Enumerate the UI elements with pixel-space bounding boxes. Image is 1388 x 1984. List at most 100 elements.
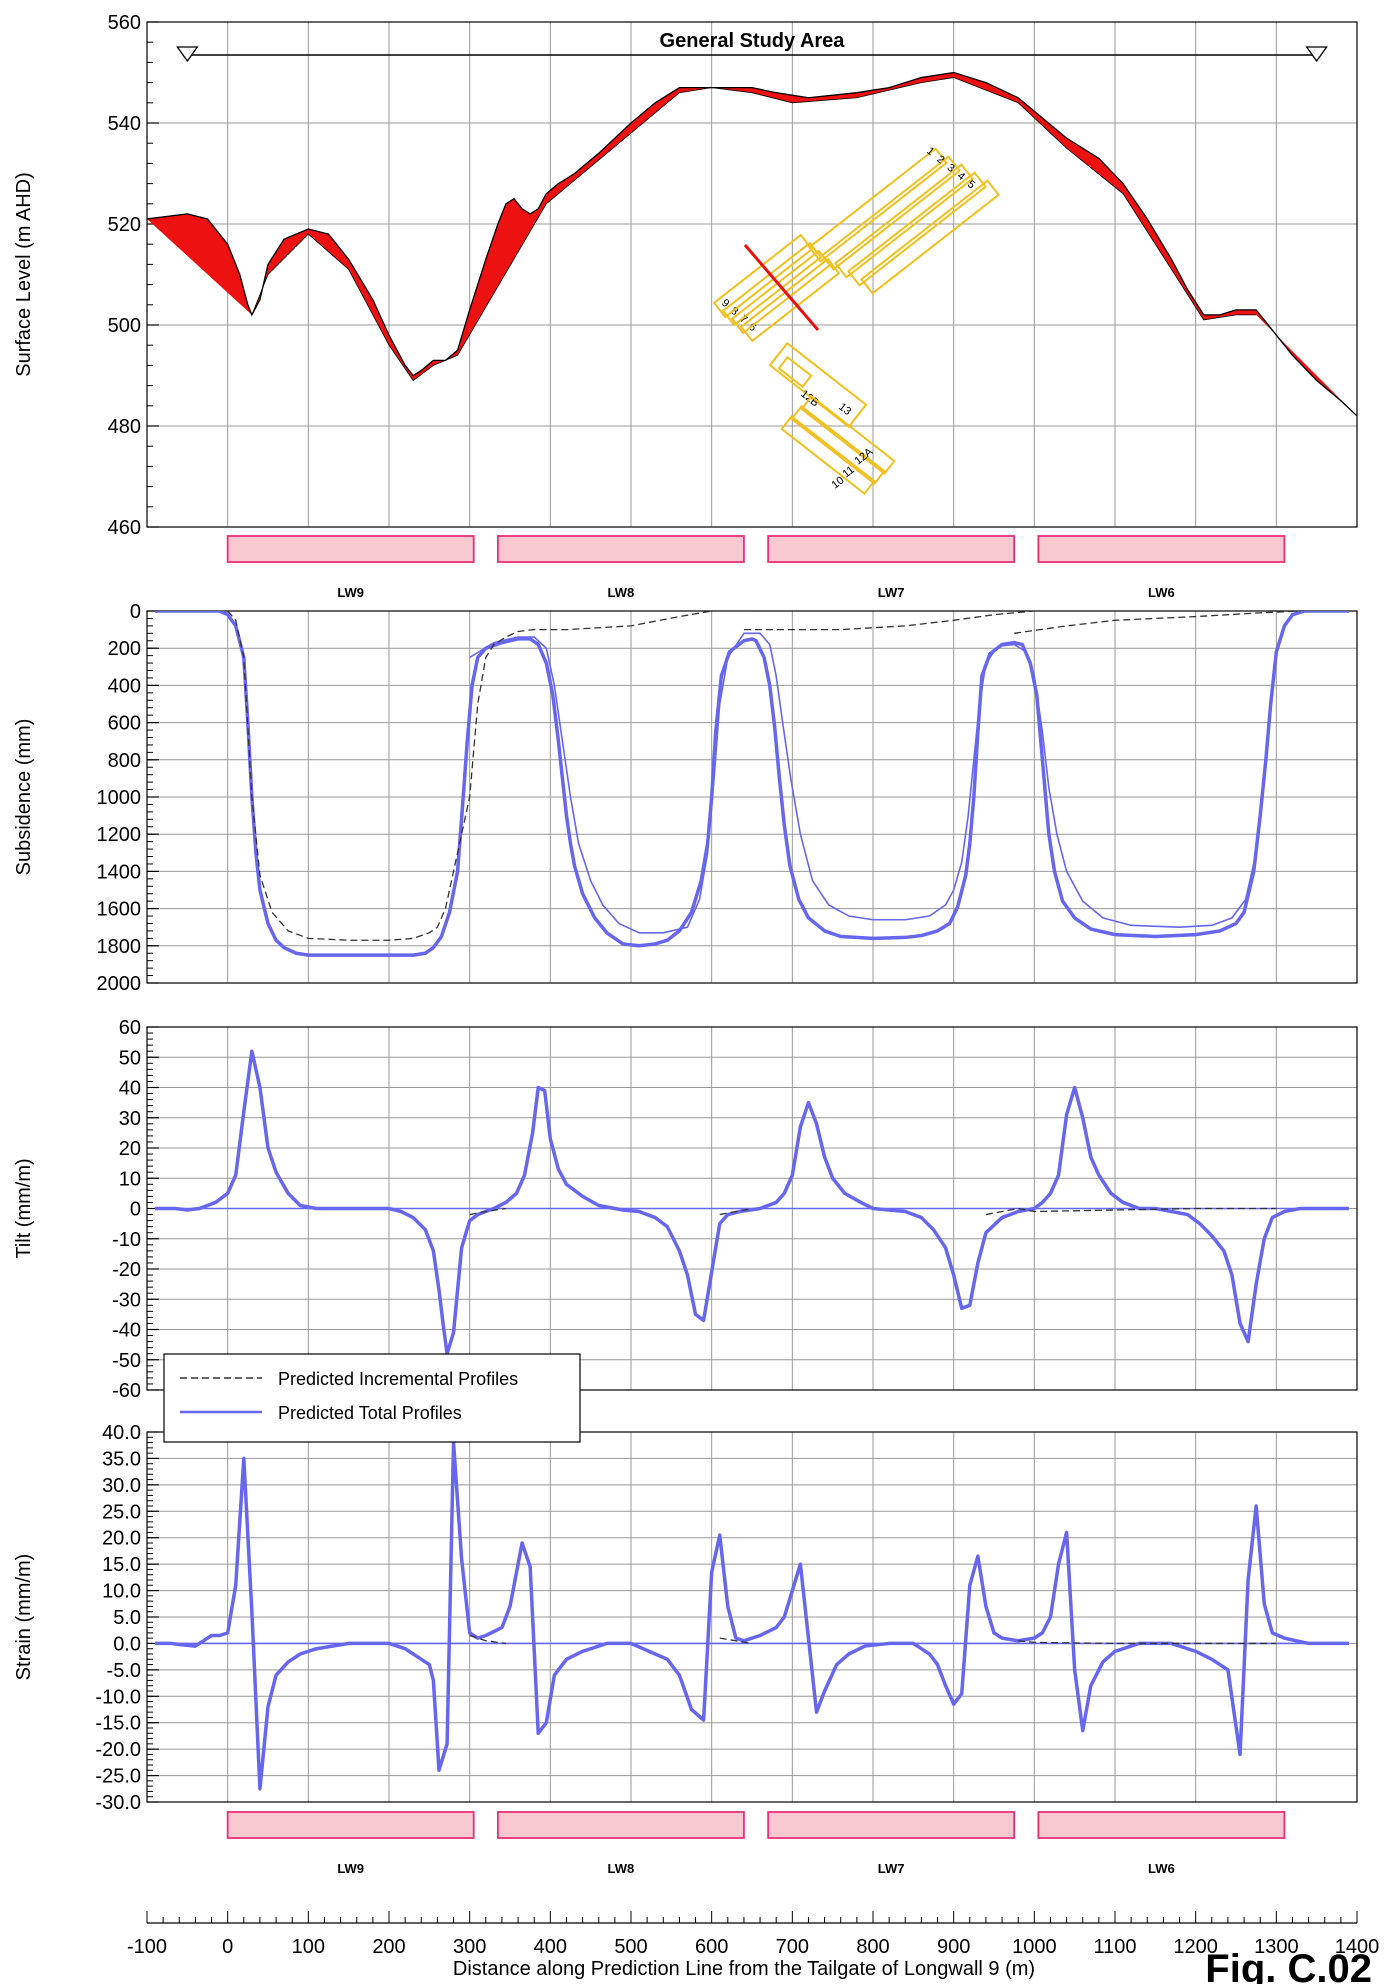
legend-incremental-label: Predicted Incremental Profiles xyxy=(278,1369,518,1389)
y-tick-label: 25.0 xyxy=(102,1501,141,1523)
y-tick-label: 5.0 xyxy=(113,1607,141,1629)
inset-panel xyxy=(847,171,987,287)
incremental-series-line xyxy=(1018,1640,1277,1645)
longwall-label: LW6 xyxy=(1148,585,1175,600)
x-tick-label: 900 xyxy=(937,1936,970,1958)
longwall-block xyxy=(1037,1811,1286,1839)
y-tick-label: 10.0 xyxy=(102,1581,141,1603)
y-tick-label: 400 xyxy=(108,675,141,697)
incremental-series-line xyxy=(227,611,752,941)
longwall-label: LW9 xyxy=(337,1861,364,1876)
inset-panel-label: 13 xyxy=(836,401,853,418)
incremental-series-line xyxy=(469,1634,507,1645)
surface-panel: 460 480 500 520 540 560 Surface Level (m AHD) xyxy=(13,12,1358,539)
total-series-line xyxy=(155,611,1349,957)
inset-section-line xyxy=(743,244,820,331)
legend: Predicted Incremental Profiles Predicted… xyxy=(163,1353,581,1443)
x-tick-label: 500 xyxy=(614,1936,647,1958)
longwall-block xyxy=(226,1811,475,1839)
x-tick-label: 1100 xyxy=(1093,1936,1136,1958)
y-tick-label: -10.0 xyxy=(95,1686,141,1708)
inset-panel xyxy=(768,341,868,429)
y-tick-label: 540 xyxy=(108,113,141,135)
longwall-block xyxy=(767,1811,1016,1839)
y-tick-label: -10 xyxy=(112,1229,141,1251)
x-tick-label: 100 xyxy=(292,1936,325,1958)
surface-series xyxy=(147,71,1357,417)
y-tick-label: 20 xyxy=(119,1138,141,1160)
y-tick-label: 1000 xyxy=(97,787,142,809)
inset-panel xyxy=(800,394,896,476)
y-tick-label: 2000 xyxy=(97,973,142,995)
y-tick-label: 200 xyxy=(108,638,141,660)
y-tick-label: -5.0 xyxy=(107,1660,141,1682)
x-tick-label: 1400 xyxy=(1335,1936,1380,1958)
y-tick-label: 460 xyxy=(108,517,141,539)
total-thin-series-line xyxy=(469,632,1257,934)
y-tick-label: 500 xyxy=(108,315,141,337)
x-axis-label: Distance along Prediction Line from the … xyxy=(453,1958,1035,1980)
incremental-series-line xyxy=(719,1637,753,1645)
y-tick-label: -50 xyxy=(112,1350,141,1372)
tilt-series xyxy=(155,1049,1349,1356)
y-tick-label: 60 xyxy=(119,1017,141,1039)
inset-panel xyxy=(790,404,886,486)
y-tick-label: -25.0 xyxy=(95,1766,141,1788)
legend-total-label: Predicted Total Profiles xyxy=(278,1403,462,1423)
study-area-label: General Study Area xyxy=(660,30,846,52)
longwall-label: LW9 xyxy=(337,585,364,600)
y-axis-label: Tilt (mm/m) xyxy=(13,1158,35,1258)
strain-series xyxy=(155,1440,1349,1791)
y-tick-label: 30.0 xyxy=(102,1475,141,1497)
study-area-marker xyxy=(1305,46,1328,63)
inset-panel xyxy=(730,249,832,335)
inset-panel xyxy=(721,241,823,327)
subsidence-panel: 0 200 400 600 800 1000 1200 1400 1600 1800 2000 Sub… xyxy=(13,601,1358,995)
y-tick-label: 0 xyxy=(130,601,141,623)
y-tick-label: -30.0 xyxy=(95,1792,141,1814)
y-tick-label: -40 xyxy=(112,1320,141,1342)
inset-panel xyxy=(712,233,814,319)
y-tick-label: 0 xyxy=(130,1199,141,1221)
y-tick-label: 800 xyxy=(108,750,141,772)
tilt-panel: 60 50 40 30 20 10 0 -10 -20 -30 -40 -50 -60 Tilt (mm/… xyxy=(13,1017,1358,1402)
y-tick-label: -20.0 xyxy=(95,1739,141,1761)
y-tick-label: 40 xyxy=(119,1078,141,1100)
incremental-series-line xyxy=(719,1207,753,1216)
longwall-label: LW7 xyxy=(878,1861,905,1876)
x-tick-label: 400 xyxy=(534,1936,567,1958)
total-series-line xyxy=(155,1049,1349,1356)
longwall-block xyxy=(767,535,1016,563)
longwall-block xyxy=(496,535,745,563)
study-area-marker xyxy=(176,46,199,63)
subsidence-series xyxy=(155,611,1349,957)
inset-panel xyxy=(777,355,813,389)
y-tick-label: 1200 xyxy=(97,824,142,846)
inset-panel xyxy=(834,163,974,279)
inset-panel-label: 10 xyxy=(829,474,846,491)
y-axis-label: Subsidence (mm) xyxy=(13,719,35,876)
y-tick-label: 15.0 xyxy=(102,1554,141,1576)
surface-line xyxy=(147,71,1357,417)
y-tick-label: 1600 xyxy=(97,899,142,921)
y-axis-label: Surface Level (m AHD) xyxy=(13,172,35,377)
x-tick-label: 0 xyxy=(222,1936,233,1958)
y-tick-label: 600 xyxy=(108,713,141,735)
y-tick-label: -15.0 xyxy=(95,1713,141,1735)
longwall-block xyxy=(496,1811,745,1839)
x-tick-label: 1000 xyxy=(1012,1936,1057,1958)
y-tick-label: 40.0 xyxy=(102,1422,141,1444)
incremental-series-line xyxy=(743,611,1035,631)
y-tick-label: 1400 xyxy=(97,861,142,883)
figure-label: Fig. C.02 xyxy=(1205,1947,1372,1984)
subsided-surface-line xyxy=(251,77,1257,382)
longwall-label: LW6 xyxy=(1148,1861,1175,1876)
x-tick-label: 800 xyxy=(856,1936,889,1958)
y-tick-label: 35.0 xyxy=(102,1448,141,1470)
y-tick-label: -60 xyxy=(112,1380,141,1402)
y-tick-label: 10 xyxy=(119,1168,141,1190)
y-axis-label: Strain (mm/m) xyxy=(13,1554,35,1681)
longwall-label: LW8 xyxy=(608,1861,635,1876)
